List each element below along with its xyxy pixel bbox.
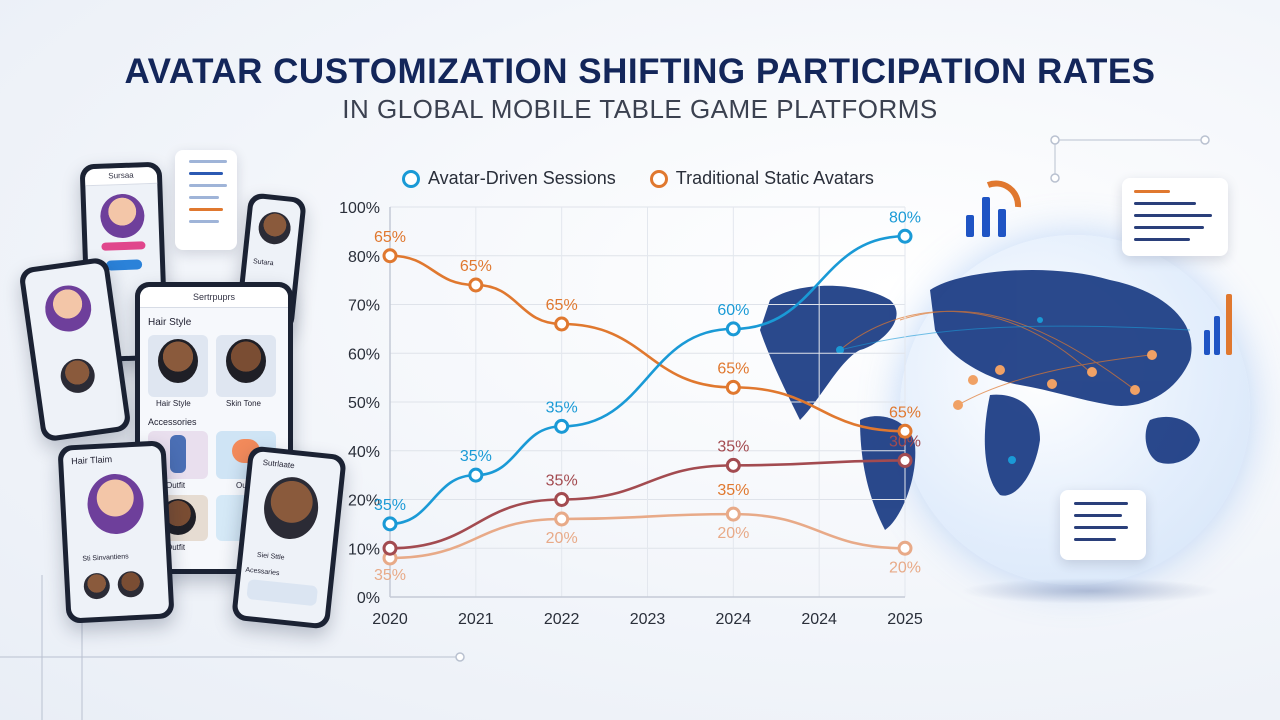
data-label: 35% — [546, 473, 578, 490]
data-point — [897, 423, 913, 439]
speech-card — [1122, 178, 1228, 256]
data-label: 65% — [460, 258, 492, 275]
menu-line — [189, 184, 227, 187]
page-subtitle: IN GLOBAL MOBILE TABLE GAME PLATFORMS — [342, 94, 938, 124]
y-tick-label: 100% — [339, 200, 380, 217]
outfit-caption-3: Outfit — [166, 543, 186, 552]
y-tick-label: 50% — [348, 395, 380, 412]
menu-line — [189, 172, 223, 175]
data-point — [725, 457, 741, 473]
chart-legend: Avatar-Driven Sessions Traditional Stati… — [402, 168, 874, 189]
legend-item-static: Traditional Static Avatars — [649, 168, 874, 189]
bar-chart-icon-2 — [1204, 294, 1232, 355]
data-label: 35% — [460, 448, 492, 465]
list-line — [1074, 526, 1128, 529]
x-tick-label: 2025 — [887, 611, 923, 628]
data-point — [897, 228, 913, 244]
legend-marker-static — [649, 169, 668, 188]
data-label: 35% — [374, 567, 406, 584]
series-line — [389, 254, 906, 433]
skin-tone-caption: Skin Tone — [226, 399, 261, 408]
menu-line — [189, 220, 219, 223]
x-tick-label: 2023 — [630, 611, 666, 628]
accessories-heading: Accessories — [148, 417, 197, 427]
outfit-caption-1: Outfit — [166, 481, 186, 490]
x-tick-label: 2024 — [716, 611, 752, 628]
data-label: 65% — [374, 229, 406, 246]
outfit-overalls — [170, 435, 186, 473]
data-label: 80% — [889, 209, 921, 226]
legend-item-avatar: Avatar-Driven Sessions — [402, 168, 616, 189]
data-point — [897, 540, 913, 556]
menu-card — [175, 150, 237, 250]
page-title: AVATAR CUSTOMIZATION SHIFTING PARTICIPAT… — [124, 52, 1156, 91]
card-line — [1134, 226, 1204, 229]
y-tick-label: 20% — [348, 493, 380, 510]
data-point — [725, 321, 741, 337]
series-line — [389, 459, 906, 550]
data-point — [382, 540, 398, 556]
data-label: 35% — [546, 399, 578, 416]
data-point — [468, 277, 484, 293]
card-line — [1134, 238, 1190, 241]
x-tick-label: 2021 — [458, 611, 494, 628]
y-tick-label: 60% — [348, 346, 380, 363]
data-label: 20% — [889, 559, 921, 576]
card-line — [1134, 214, 1212, 217]
list-line — [1074, 538, 1116, 541]
data-label: 65% — [546, 297, 578, 314]
data-label: 20% — [717, 525, 749, 542]
data-point — [725, 379, 741, 395]
avatar-hair-option-1 — [158, 339, 198, 383]
list-card — [1060, 490, 1146, 560]
card-line — [1134, 190, 1170, 193]
data-point — [554, 511, 570, 527]
list-line — [1074, 514, 1122, 517]
list-line — [1074, 502, 1128, 505]
data-point — [554, 418, 570, 434]
x-tick-label: 2020 — [372, 611, 408, 628]
y-tick-label: 40% — [348, 444, 380, 461]
data-point — [382, 248, 398, 264]
series-line — [389, 512, 906, 560]
avatar-hair-option-2 — [226, 339, 266, 383]
data-point — [554, 316, 570, 332]
data-label: 65% — [717, 360, 749, 377]
y-tick-label: 80% — [348, 249, 380, 266]
hair-style-caption: Hair Style — [156, 399, 191, 408]
data-point — [897, 453, 913, 468]
data-label: 65% — [889, 404, 921, 421]
y-tick-label: 0% — [357, 590, 380, 607]
x-tick-label: 2024 — [801, 611, 837, 628]
menu-line — [189, 208, 223, 211]
globe-shadow — [960, 578, 1220, 604]
data-point — [725, 506, 741, 522]
legend-label-avatar: Avatar-Driven Sessions — [428, 168, 616, 188]
legend-label-static: Traditional Static Avatars — [675, 168, 874, 188]
data-point — [554, 492, 570, 507]
card-line — [1134, 202, 1196, 205]
data-label: 30% — [889, 434, 921, 451]
x-tick-label: 2022 — [544, 611, 580, 628]
phones-collage: Sursaa Sutara Sertrpuprs Hair Style Hair… — [0, 0, 347, 720]
data-label: 35% — [374, 497, 406, 514]
bar-chart-icon — [966, 180, 1022, 237]
series-line — [389, 234, 906, 526]
hair-style-heading: Hair Style — [148, 317, 192, 328]
data-label: 60% — [717, 302, 749, 319]
y-tick-label: 10% — [348, 541, 380, 558]
y-tick-label: 70% — [348, 298, 380, 315]
data-label: 20% — [546, 530, 578, 547]
phone-main-header: Sertrpuprs — [140, 287, 288, 308]
menu-line — [189, 160, 227, 163]
data-point — [468, 467, 484, 483]
menu-line — [189, 196, 219, 199]
data-label: 35% — [717, 482, 749, 499]
data-point — [382, 516, 398, 532]
legend-marker-avatar — [402, 169, 420, 188]
data-label: 35% — [717, 438, 749, 455]
